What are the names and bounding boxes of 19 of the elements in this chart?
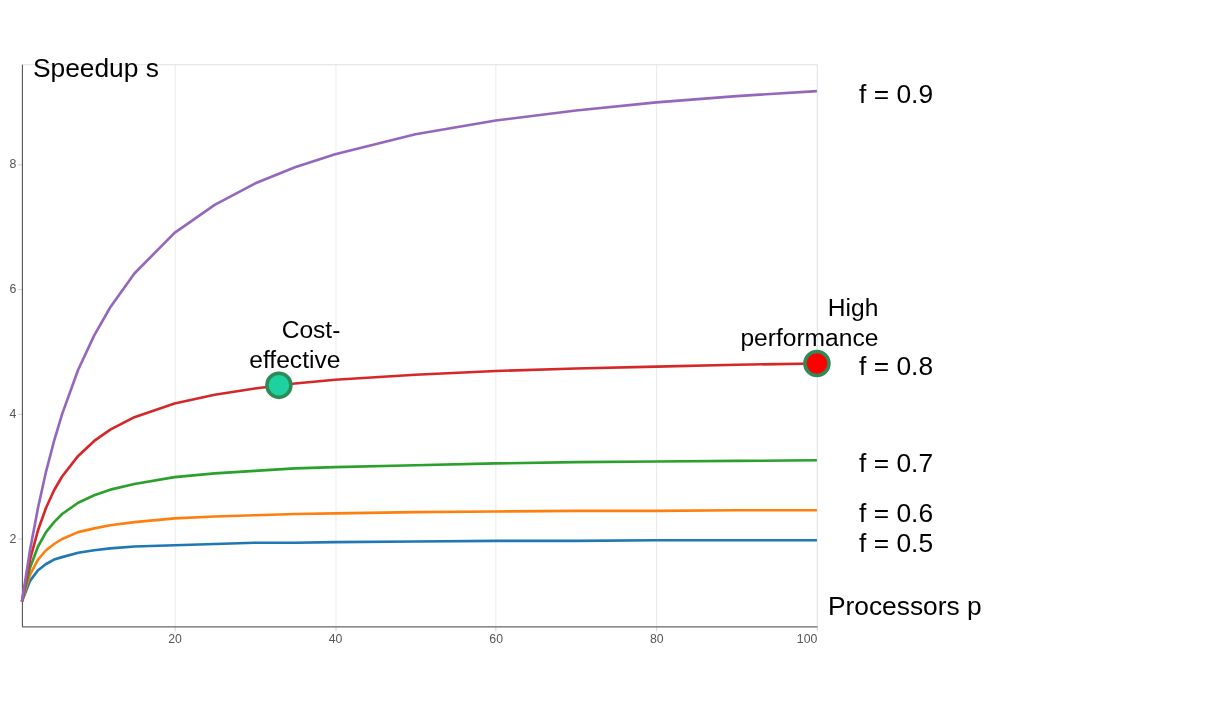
x-axis-title: Processors p <box>827 590 982 621</box>
x-tick-label: 80 <box>649 631 664 646</box>
y-axis-title: Speedup s <box>32 53 159 84</box>
series-label: f = 0.7 <box>859 447 934 478</box>
series-label: f = 0.5 <box>859 527 934 558</box>
y-tick-label: 8 <box>9 157 17 172</box>
series-label: f = 0.8 <box>859 350 934 381</box>
y-tick-label: 2 <box>9 531 17 546</box>
series-label: f = 0.6 <box>859 497 934 528</box>
series-label: f = 0.9 <box>859 78 934 109</box>
x-tick-label: 20 <box>168 631 182 646</box>
x-tick-label: 60 <box>489 631 504 646</box>
annotation: High performance <box>740 294 879 351</box>
x-tick-label: 40 <box>328 631 343 646</box>
annotation: Cost- effective <box>249 315 341 373</box>
y-tick-label: 6 <box>9 282 17 297</box>
x-tick-label: 100 <box>796 631 818 646</box>
y-tick-label: 4 <box>9 407 17 422</box>
line-series <box>20 458 819 603</box>
